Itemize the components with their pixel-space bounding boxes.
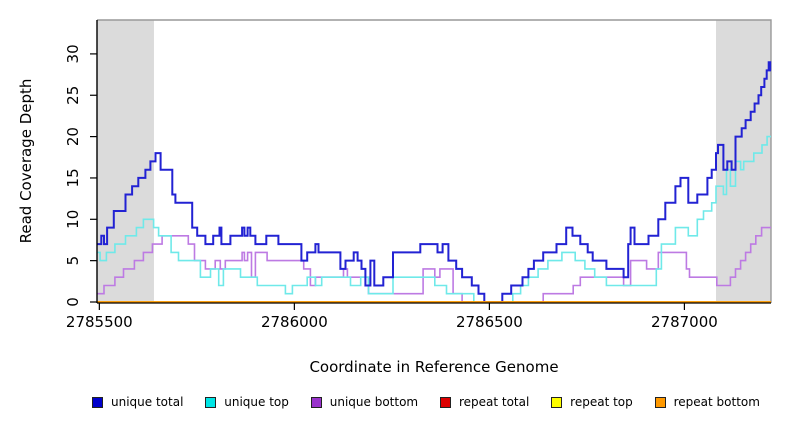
legend-label: unique total	[111, 395, 184, 409]
y-tick-label: 15	[64, 168, 82, 187]
plot-border	[97, 19, 772, 303]
legend-item-repeat-total: repeat total	[439, 395, 530, 409]
legend-label: repeat total	[458, 395, 530, 409]
y-tick-label: 0	[64, 297, 82, 307]
series-lines-group	[97, 61, 772, 303]
legend-swatch-repeat-top	[551, 396, 563, 408]
y-tick-label: 30	[64, 44, 82, 63]
legend-item-unique-top: unique top	[205, 395, 289, 409]
legend-label: repeat top	[570, 395, 633, 409]
x-axis-title: Coordinate in Reference Genome	[309, 358, 558, 376]
legend-swatch-repeat-bottom	[654, 396, 666, 408]
x-tick-label: 2786000	[261, 313, 328, 331]
x-tick-label: 2786500	[456, 313, 523, 331]
y-axis-title: Read Coverage Depth	[17, 79, 35, 244]
legend-swatch-unique-bottom	[310, 396, 322, 408]
axes-group: 2785500 2786000 2786500 2787000 0 5 10 15 20 25 30	[64, 20, 771, 331]
y-tick-label: 20	[64, 127, 82, 146]
legend-swatch-repeat-total	[439, 396, 451, 408]
legend: unique total unique top unique bottom repea…	[92, 395, 760, 409]
legend-item-unique-total: unique total	[92, 395, 183, 409]
legend-item-unique-bottom: unique bottom	[310, 395, 419, 409]
legend-swatch-unique-total	[92, 396, 103, 408]
y-tick-label: 10	[64, 210, 82, 229]
plot-frame-group	[97, 19, 772, 303]
legend-item-repeat-bottom: repeat bottom	[654, 395, 760, 409]
legend-label: unique bottom	[329, 395, 419, 409]
series-line-unique-bottom	[97, 226, 771, 303]
y-tick-label: 5	[64, 256, 82, 266]
legend-item-repeat-top: repeat top	[551, 395, 633, 409]
x-tick-label: 2787000	[651, 313, 718, 331]
legend-label: unique top	[224, 395, 289, 409]
x-tick-label: 2785500	[66, 313, 133, 331]
y-tick-label: 25	[64, 86, 82, 105]
legend-label: repeat bottom	[673, 395, 760, 409]
series-line-unique-total	[97, 61, 772, 303]
series-line-unique-top	[97, 135, 771, 303]
legend-swatch-unique-top	[205, 396, 217, 408]
